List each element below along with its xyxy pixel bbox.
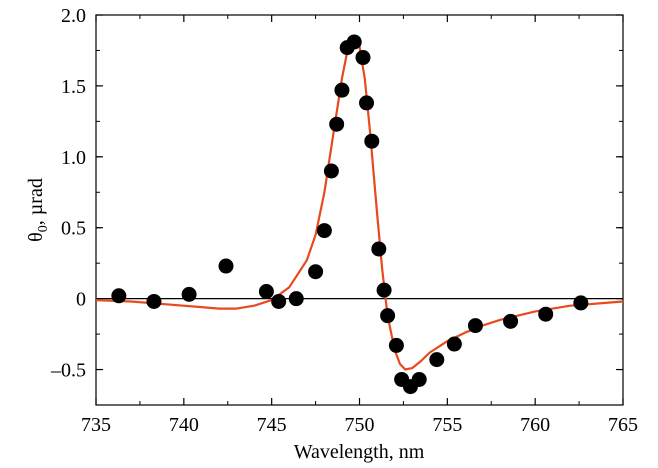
data-point bbox=[218, 258, 234, 274]
data-point bbox=[573, 295, 589, 311]
data-point bbox=[258, 284, 274, 300]
data-point bbox=[467, 318, 483, 334]
y-tick-label: 2.0 bbox=[61, 5, 86, 27]
data-point bbox=[323, 163, 339, 179]
y-axis-title: θ0, µrad bbox=[25, 178, 51, 242]
plot-frame bbox=[95, 14, 624, 406]
data-point bbox=[355, 50, 371, 66]
y-tick-label: 1.5 bbox=[61, 76, 86, 98]
x-tick-label: 750 bbox=[345, 414, 375, 436]
data-point bbox=[538, 306, 554, 322]
data-point bbox=[346, 34, 362, 50]
data-point bbox=[380, 308, 396, 324]
data-point bbox=[308, 264, 324, 280]
data-point bbox=[271, 293, 287, 309]
y-axis-title-subscript: 0 bbox=[36, 225, 51, 232]
y-tick-label: 0.5 bbox=[61, 218, 86, 240]
x-tick-label: 735 bbox=[81, 414, 111, 436]
y-tick-label: 1.0 bbox=[61, 147, 86, 169]
data-point bbox=[376, 282, 392, 298]
data-point bbox=[288, 291, 304, 307]
x-tick-label: 760 bbox=[520, 414, 550, 436]
y-axis-title-units: , µrad bbox=[25, 178, 47, 225]
data-point bbox=[411, 371, 427, 387]
data-point bbox=[181, 286, 197, 302]
x-tick-label: 765 bbox=[608, 414, 638, 436]
x-axis-title: Wavelength, nm bbox=[294, 441, 425, 463]
plot-area bbox=[95, 14, 624, 406]
y-tick-label: –0.5 bbox=[50, 360, 86, 382]
data-point bbox=[388, 337, 404, 353]
x-tick-label: 755 bbox=[432, 414, 462, 436]
x-tick-label: 740 bbox=[169, 414, 199, 436]
x-tick-label: 745 bbox=[257, 414, 287, 436]
y-axis-title-symbol: θ bbox=[25, 232, 47, 242]
data-point bbox=[364, 133, 380, 149]
data-point bbox=[111, 288, 127, 304]
data-point bbox=[371, 241, 387, 257]
data-point bbox=[334, 82, 350, 98]
data-point bbox=[316, 223, 332, 239]
data-point bbox=[359, 95, 375, 111]
data-point bbox=[503, 313, 519, 329]
data-point bbox=[446, 336, 462, 352]
data-point bbox=[429, 352, 445, 368]
y-tick-label: 0 bbox=[76, 289, 86, 311]
data-point bbox=[329, 116, 345, 132]
data-point bbox=[146, 293, 162, 309]
